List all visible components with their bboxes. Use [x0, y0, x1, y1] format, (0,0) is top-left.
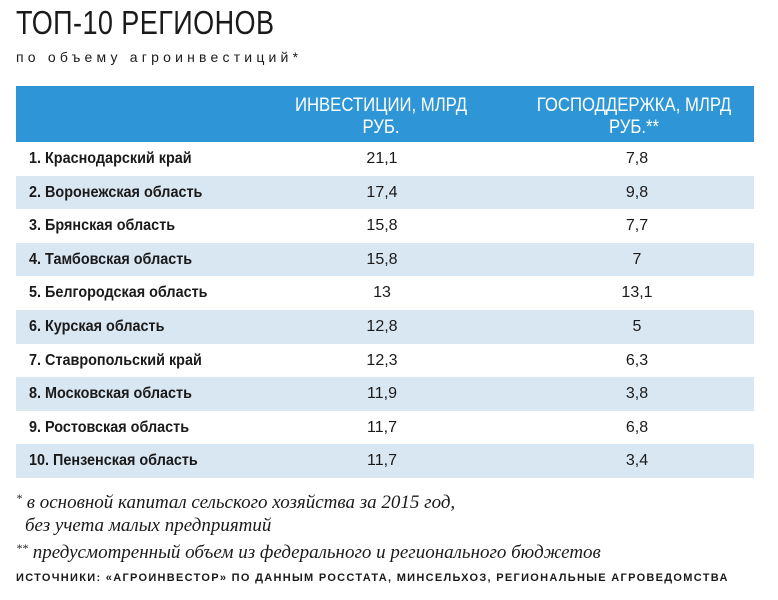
region-name: 6. Курская область [29, 317, 165, 335]
footnote-1-line-1: в основной капитал сельского хозяйства з… [26, 492, 456, 513]
table-row: 3. Брянская область 15,8 7,7 [16, 209, 754, 243]
region-name: 10. Пензенская область [29, 452, 198, 470]
table-row: 7. Ставропольский край 12,3 6,3 [16, 344, 754, 378]
table-row: 5. Белгородская область 13 13,1 [16, 276, 754, 310]
regions-table: ИНВЕСТИЦИИ, МЛРД РУБ. ГОСПОДДЕРЖКА, МЛРД… [16, 86, 754, 478]
support-value: 6,3 [625, 351, 649, 369]
region-name: 7. Ставропольский край [29, 351, 202, 369]
investments-value: 15,8 [366, 217, 398, 235]
source-line: ИСТОЧНИКИ: «АГРОИНВЕСТОР» ПО ДАННЫМ РОСС… [16, 572, 729, 584]
support-value: 7,8 [625, 150, 649, 167]
footnote-2-text: предусмотренный объем из федерального и … [32, 542, 601, 563]
support-value: 3,8 [625, 385, 649, 403]
support-value: 6,8 [625, 418, 649, 436]
footnotes: * в основной капитал сельского хозяйства… [16, 487, 601, 564]
investments-value: 12,3 [366, 351, 398, 369]
table-row: 10. Пензенская область 11,7 3,4 [16, 444, 754, 478]
table-body: 1. Краснодарский край 21,1 7,8 2. Воронежск… [16, 142, 754, 478]
table-row: 2. Воронежская область 17,4 9,8 [16, 175, 754, 210]
column-header-support: ГОСПОДДЕРЖКА, МЛРД РУБ.** [536, 95, 732, 138]
region-name: 8. Московская область [29, 385, 192, 403]
table-row: 9. Ростовская область 11,7 6,8 [16, 411, 754, 445]
support-value: 13,1 [621, 284, 653, 302]
table-row: 4. Тамбовская область 15,8 7 [16, 242, 754, 277]
chart-title: ТОП-10 РЕГИОНОВ [16, 4, 275, 41]
support-value: 9,8 [625, 183, 649, 201]
support-value: 5 [632, 317, 642, 335]
investments-value: 15,8 [366, 250, 398, 268]
region-name: 1. Краснодарский край [29, 150, 192, 167]
investments-value: 17,4 [366, 183, 398, 201]
support-value: 3,4 [625, 452, 649, 470]
chart-subtitle: по объему агроинвестиций* [16, 49, 303, 65]
footnote-1-line-2: без учета малых предприятий [25, 515, 272, 536]
region-name: 3. Брянская область [29, 217, 176, 235]
region-name: 5. Белгородская область [29, 284, 208, 302]
footnote-1: * в основной капитал сельского хозяйства… [16, 487, 601, 514]
investments-value: 11,7 [367, 452, 397, 470]
table-row: 8. Московская область 11,9 3,8 [16, 377, 754, 411]
investments-value: 11,9 [367, 385, 397, 403]
support-value: 7 [632, 250, 642, 268]
region-name: 4. Тамбовская область [29, 250, 193, 268]
footnote-2-mark: ** [16, 541, 28, 555]
region-name: 2. Воронежская область [29, 183, 203, 201]
footnote-2: ** предусмотренный объем из федерального… [16, 537, 601, 564]
table-header: ИНВЕСТИЦИИ, МЛРД РУБ. ГОСПОДДЕРЖКА, МЛРД… [16, 86, 754, 142]
support-value: 7,7 [625, 217, 649, 235]
footnote-1-mark: * [16, 491, 22, 505]
investments-value: 11,7 [367, 418, 397, 436]
investments-value: 21,1 [366, 150, 398, 167]
table-row: 1. Краснодарский край 21,1 7,8 [16, 142, 754, 176]
investments-value: 12,8 [366, 317, 398, 335]
table-row: 6. Курская область 12,8 5 [16, 309, 754, 344]
investments-value: 13 [373, 284, 391, 302]
column-header-investments: ИНВЕСТИЦИИ, МЛРД РУБ. [294, 95, 468, 138]
region-name: 9. Ростовская область [29, 418, 190, 436]
